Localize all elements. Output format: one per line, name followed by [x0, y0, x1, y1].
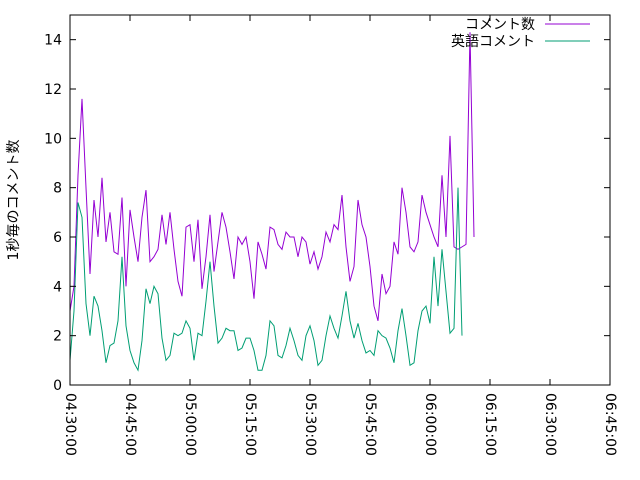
y-tick-label: 8: [53, 181, 62, 197]
x-tick-label: 06:30:00: [542, 393, 558, 456]
series-line-1: [69, 187, 463, 372]
x-tick-label: 05:45:00: [362, 393, 378, 456]
legend-label: 英語コメント: [451, 33, 535, 50]
x-tick-label: 05:00:00: [182, 393, 198, 456]
x-tick-label: 06:00:00: [422, 393, 438, 456]
y-tick-label: 10: [44, 131, 62, 147]
y-tick-label: 4: [53, 279, 62, 295]
series-layer: [69, 32, 475, 372]
x-tick-label: 06:15:00: [482, 393, 498, 456]
y-tick-label: 14: [44, 33, 62, 49]
x-tick-label: 05:15:00: [242, 393, 258, 456]
y-axis-label: 1秒毎のコメント数: [6, 140, 22, 261]
plot-border: [69, 14, 611, 386]
legend-label: コメント数: [465, 17, 535, 33]
series-line-0: [69, 32, 475, 322]
x-tick-label: 04:30:00: [62, 393, 78, 456]
y-tick-label: 6: [53, 230, 62, 246]
x-tick-label: 06:45:00: [602, 393, 618, 456]
y-tick-label: 0: [53, 378, 62, 394]
x-tick-label: 05:30:00: [302, 393, 318, 456]
y-tick-label: 12: [44, 82, 62, 98]
x-tick-label: 04:45:00: [122, 393, 138, 456]
axis-layer: 0 2 4 6 8 10 12 14 04:30:00 04:45:00 05:00:00 05:15…: [44, 15, 618, 456]
y-tick-label: 2: [53, 329, 62, 345]
